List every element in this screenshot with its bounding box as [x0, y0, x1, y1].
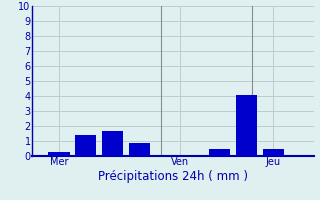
- Bar: [209, 148, 230, 156]
- Bar: [48, 152, 69, 156]
- Bar: [263, 148, 284, 156]
- X-axis label: Précipitations 24h ( mm ): Précipitations 24h ( mm ): [98, 170, 248, 183]
- Bar: [102, 130, 123, 156]
- Bar: [236, 95, 257, 156]
- Bar: [75, 135, 96, 156]
- Bar: [129, 142, 150, 156]
